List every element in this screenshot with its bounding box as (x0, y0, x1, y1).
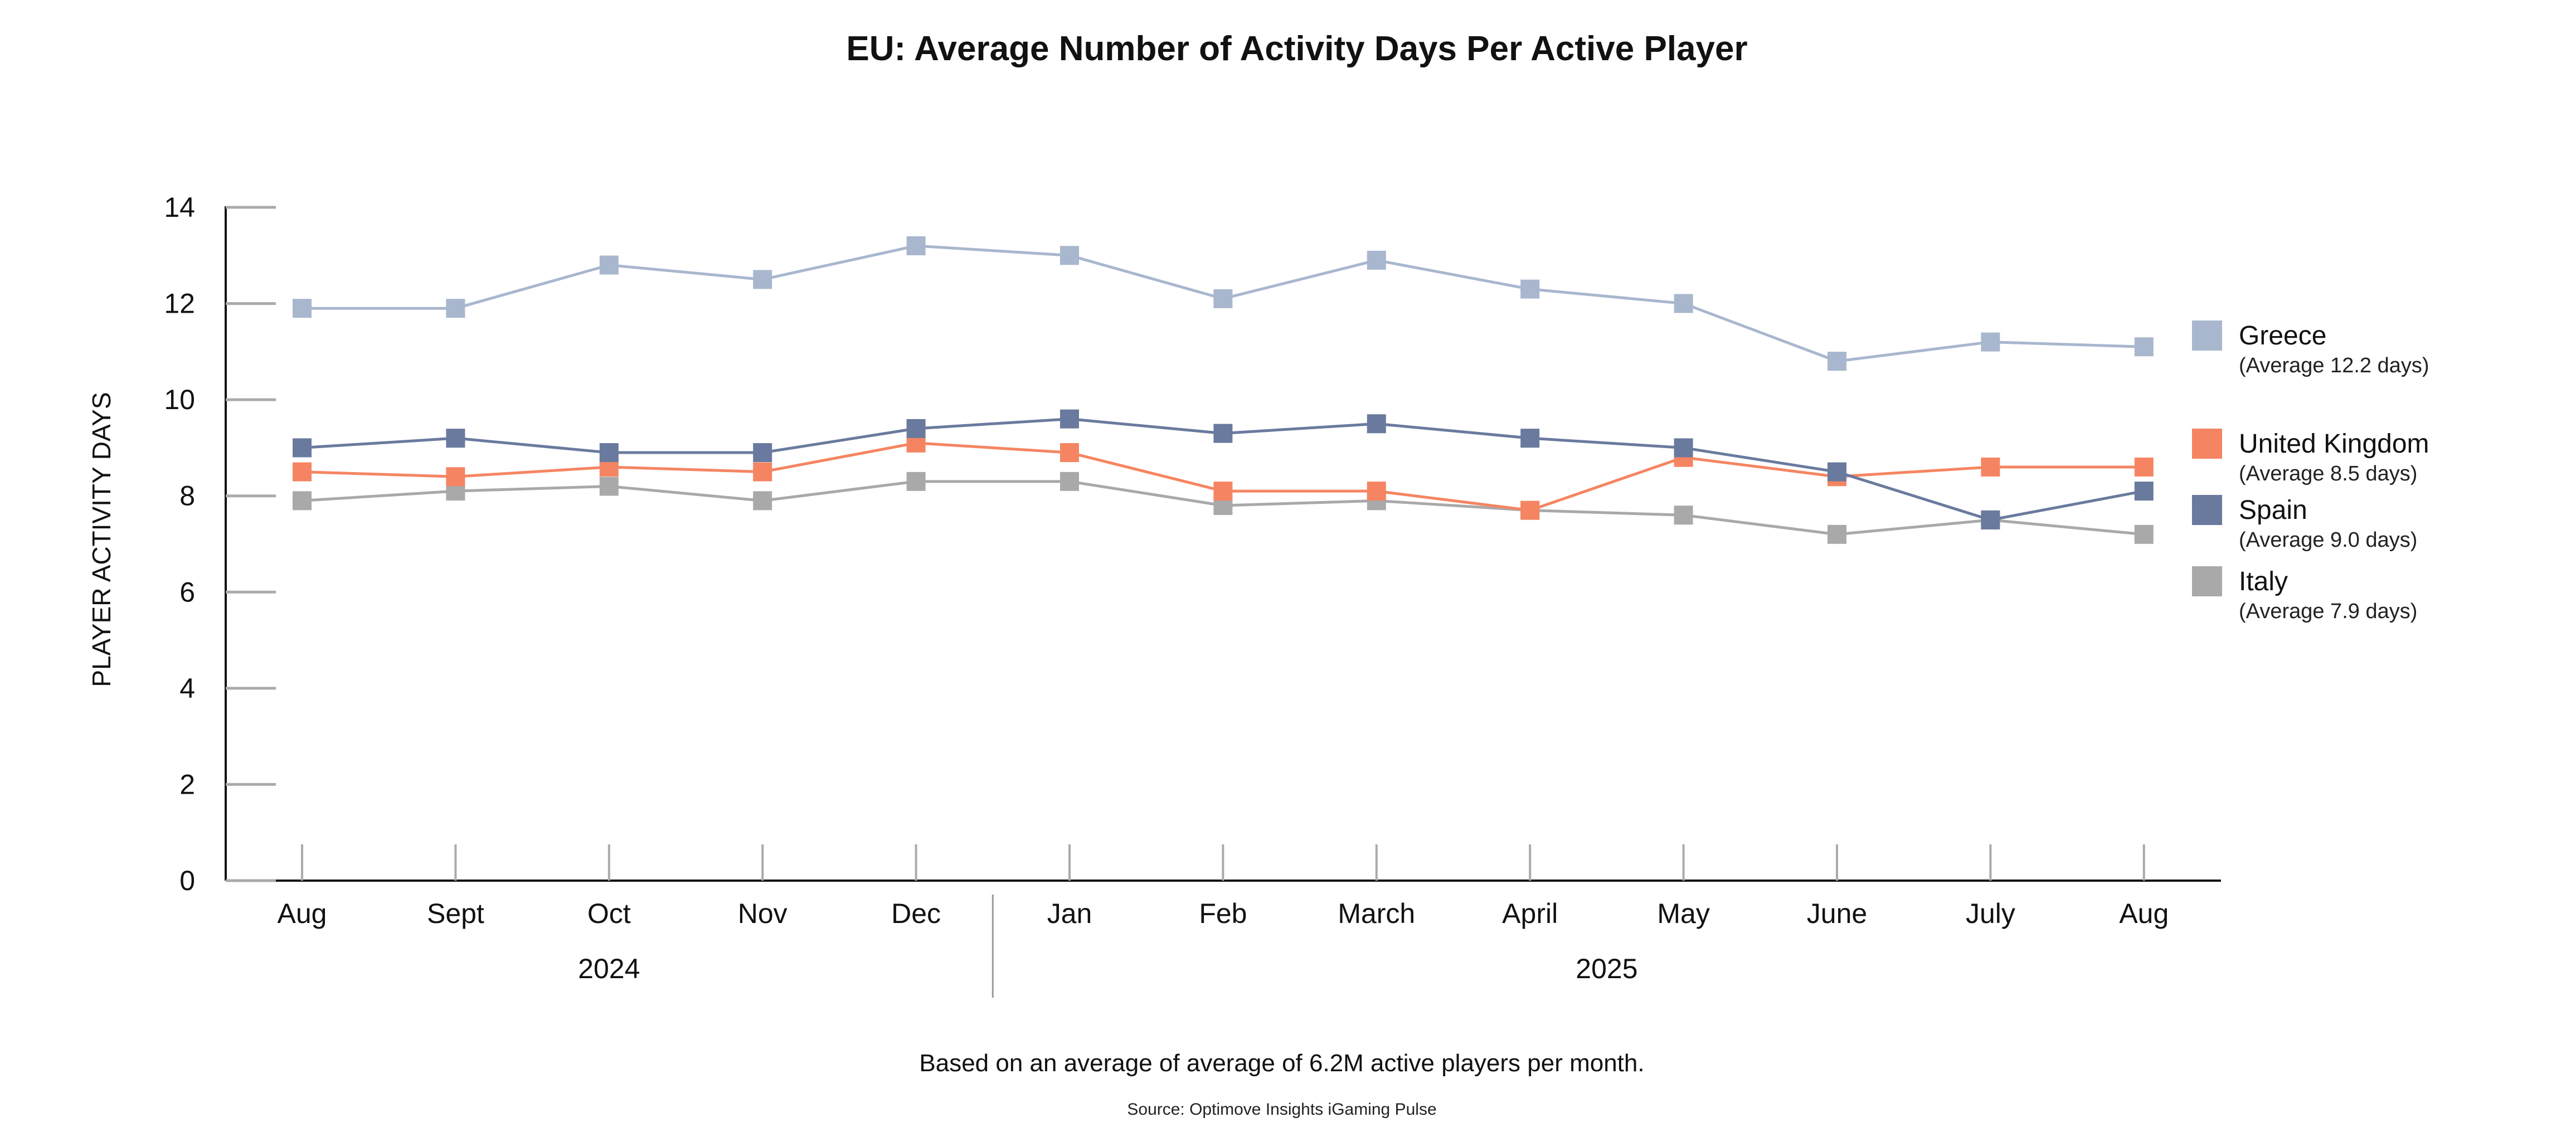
source-note: Source: Optimove Insights iGaming Pulse (1127, 1100, 1436, 1119)
data-point-greece (1981, 332, 2000, 352)
data-point-greece (446, 299, 465, 318)
y-axis-label: PLAYER ACTIVITY DAYS (87, 392, 116, 687)
data-point-italy (1674, 506, 1693, 525)
data-point-greece (2134, 337, 2154, 357)
x-tick-label: Feb (1199, 898, 1247, 929)
data-point-greece (1367, 250, 1386, 270)
legend-label: Greece (2239, 321, 2326, 351)
data-point-united-kingdom (1060, 443, 1079, 463)
data-point-italy (906, 472, 926, 491)
legend-note: (Average 8.5 days) (2239, 462, 2417, 485)
x-tick-label: June (1807, 898, 1867, 929)
legend-label: Spain (2239, 495, 2307, 525)
axes: 0 2 4 6 8 10 12 14 Aug Sept Oct Nov Dec Jan Feb March Ap… (164, 192, 2221, 998)
y-tick-label: 0 (179, 865, 195, 896)
y-tick-label: 2 (179, 769, 195, 800)
legend-label: United Kingdom (2239, 429, 2429, 459)
x-tick-label: Aug (278, 898, 327, 929)
data-point-spain (1520, 429, 1540, 448)
data-point-united-kingdom (1520, 501, 1540, 520)
legend-swatch (2192, 566, 2222, 596)
data-point-united-kingdom (1367, 482, 1386, 501)
data-point-greece (1520, 279, 1540, 299)
legend-note: (Average 7.9 days) (2239, 600, 2417, 623)
data-point-italy (753, 491, 772, 511)
footnote: Based on an average of average of 6.2M a… (919, 1050, 1644, 1077)
data-point-spain (1981, 510, 2000, 529)
y-tick-label: 4 (179, 673, 195, 704)
x-tick-label: Sept (427, 898, 484, 929)
data-point-spain (1827, 462, 1846, 482)
x-tick-label: March (1338, 898, 1415, 929)
x-tick-label: Aug (2119, 898, 2169, 929)
y-tick-label: 14 (164, 192, 195, 223)
legend-swatch (2192, 320, 2222, 351)
data-point-spain (1367, 414, 1386, 434)
data-point-greece (1213, 289, 1233, 308)
year-label: 2025 (1576, 953, 1637, 984)
data-point-greece (906, 236, 926, 256)
x-tick-label: Dec (891, 898, 941, 929)
y-tick-label: 10 (164, 384, 195, 415)
data-point-spain (446, 429, 465, 448)
data-point-united-kingdom (2134, 457, 2154, 477)
data-point-greece (753, 270, 772, 289)
series-group (293, 236, 2154, 544)
legend-note: (Average 9.0 days) (2239, 528, 2417, 552)
data-point-spain (2134, 482, 2154, 501)
legend-note: (Average 12.2 days) (2239, 354, 2429, 377)
data-point-united-kingdom (753, 462, 772, 482)
data-point-italy (599, 477, 619, 496)
x-tick-label: May (1657, 898, 1709, 929)
data-point-greece (293, 299, 312, 318)
year-label: 2024 (578, 953, 640, 984)
data-point-spain (293, 438, 312, 458)
data-point-spain (1060, 409, 1079, 429)
data-point-united-kingdom (293, 462, 312, 482)
data-point-greece (1827, 352, 1846, 371)
data-point-united-kingdom (1213, 482, 1233, 501)
data-point-greece (1060, 246, 1079, 265)
data-point-italy (293, 491, 312, 511)
x-tick-label: Oct (587, 898, 631, 929)
x-tick-label: April (1502, 898, 1558, 929)
x-tick-label: Jan (1047, 898, 1092, 929)
data-point-greece (1674, 294, 1693, 313)
data-point-italy (1060, 472, 1079, 491)
y-tick-label: 6 (179, 576, 195, 608)
data-point-greece (599, 255, 619, 275)
data-point-spain (753, 443, 772, 463)
data-point-spain (599, 443, 619, 463)
legend: Greece (Average 12.2 days) United Kingdom (… (2192, 320, 2429, 623)
y-tick-label: 12 (164, 288, 195, 319)
chart-title: EU: Average Number of Activity Days Per … (846, 30, 1747, 68)
x-tick-label: Nov (738, 898, 788, 929)
data-point-spain (906, 419, 926, 438)
data-point-united-kingdom (446, 467, 465, 487)
data-point-italy (1827, 524, 1846, 544)
x-tick-label: July (1966, 898, 2015, 929)
y-tick-label: 8 (179, 480, 195, 512)
data-point-united-kingdom (1981, 457, 2000, 477)
data-point-spain (1674, 438, 1693, 458)
data-point-italy (2134, 524, 2154, 544)
data-point-spain (1213, 424, 1233, 443)
legend-swatch (2192, 429, 2222, 459)
legend-label: Italy (2239, 567, 2288, 596)
legend-swatch (2192, 495, 2222, 525)
